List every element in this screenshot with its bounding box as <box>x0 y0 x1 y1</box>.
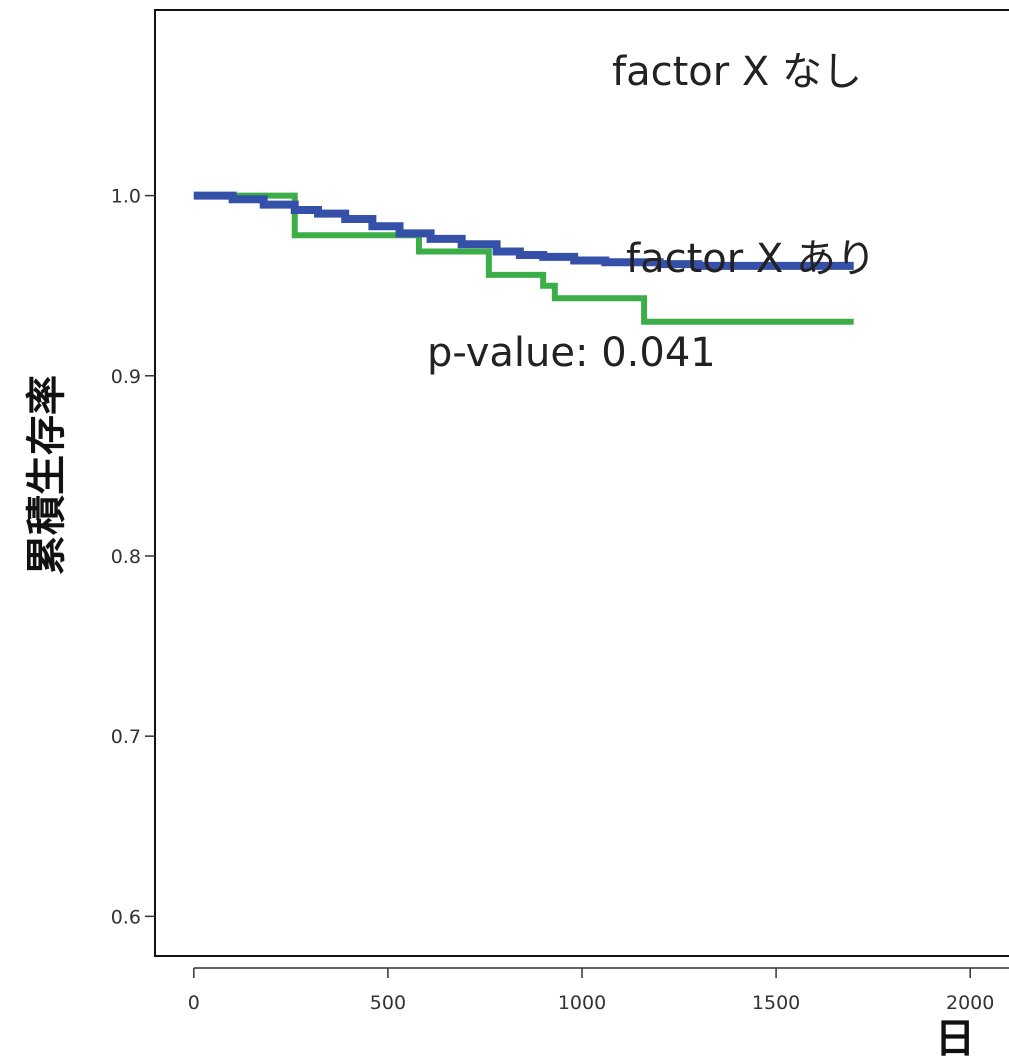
series-line-without-factor <box>193 191 854 270</box>
x-tick-label: 0 <box>188 992 200 1014</box>
series-line-with-factor <box>193 192 854 325</box>
x-tick-label: 2000 <box>946 992 994 1014</box>
x-tick-label: 1500 <box>752 992 800 1014</box>
y-tick-label: 1.0 <box>111 186 141 208</box>
label-layer: factor X なし factor X あり p-value: 0.041 日… <box>24 49 975 1062</box>
plot-frame <box>154 9 1009 957</box>
p-value-annotation: p-value: 0.041 <box>427 330 716 376</box>
series-label-with-factor: factor X あり <box>626 236 876 282</box>
y-tick-label: 0.6 <box>111 906 141 928</box>
x-tick-label: 1000 <box>558 992 606 1014</box>
y-tick-label: 0.9 <box>111 366 141 388</box>
y-tick-label: 0.8 <box>111 546 141 568</box>
axes-layer: 0.6 0.7 0.8 0.9 1.0 0 500 1000 1500 2000 <box>111 9 1009 1014</box>
x-axis-title: 日 <box>935 1016 975 1058</box>
series-label-without-factor: factor X なし <box>612 49 862 95</box>
y-tick-label: 0.7 <box>111 726 141 748</box>
series-layer <box>193 191 854 325</box>
x-tick-label: 500 <box>370 992 406 1014</box>
y-axis-title: 累積生存率 <box>24 375 70 575</box>
